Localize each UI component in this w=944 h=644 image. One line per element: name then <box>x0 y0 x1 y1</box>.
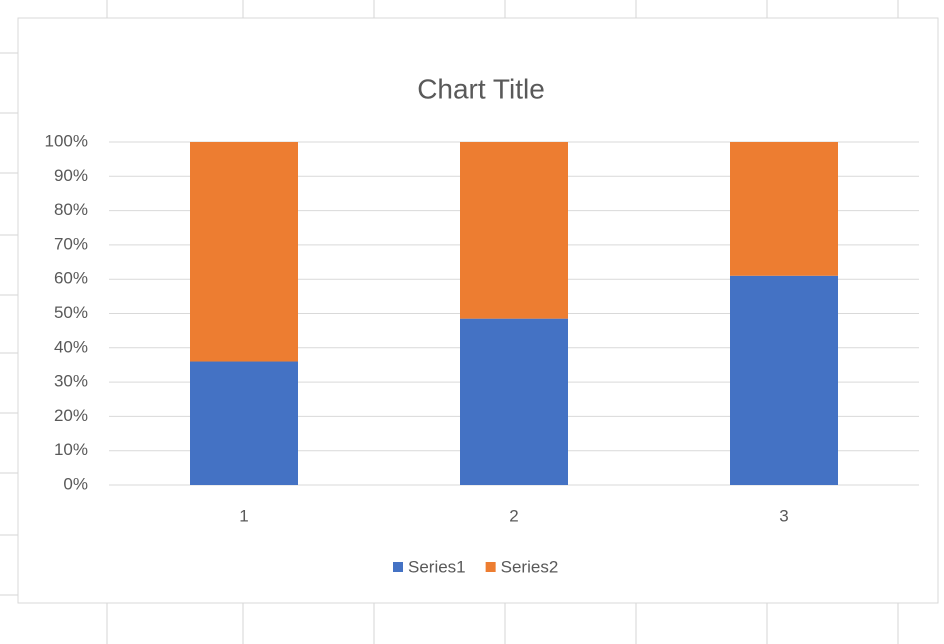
bar-segment <box>190 361 298 485</box>
y-tick-label: 30% <box>54 372 88 391</box>
y-tick-label: 70% <box>54 234 88 253</box>
y-tick-label: 100% <box>45 131 88 150</box>
legend-swatch <box>485 562 496 572</box>
y-tick-label: 90% <box>54 166 88 185</box>
chart-title: Chart Title <box>417 73 545 104</box>
legend-swatch <box>393 562 403 572</box>
legend-label: Series1 <box>408 557 466 576</box>
bar-segment <box>730 142 838 276</box>
legend-label: Series2 <box>501 557 559 576</box>
y-tick-label: 60% <box>54 269 88 288</box>
bar-segment <box>460 318 568 485</box>
bar-segment <box>730 275 838 485</box>
bar-segment <box>460 142 568 319</box>
y-tick-label: 40% <box>54 337 88 356</box>
y-tick-label: 50% <box>54 303 88 322</box>
y-tick-label: 10% <box>54 440 88 459</box>
x-tick-label: 1 <box>239 506 248 525</box>
y-tick-label: 0% <box>63 474 88 493</box>
y-tick-label: 80% <box>54 200 88 219</box>
x-tick-label: 3 <box>779 506 788 525</box>
x-tick-label: 2 <box>509 506 518 525</box>
y-tick-label: 20% <box>54 406 88 425</box>
bar-segment <box>190 142 298 362</box>
